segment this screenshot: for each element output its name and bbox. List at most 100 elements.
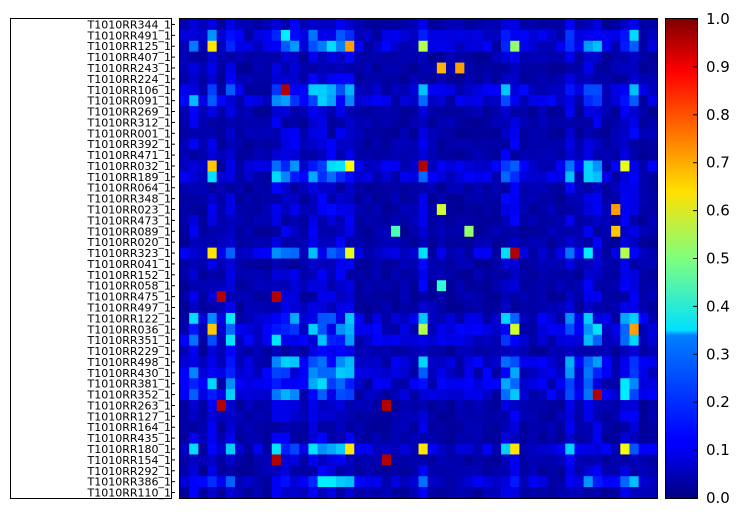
heatmap-cell bbox=[244, 204, 254, 216]
heatmap-cell bbox=[501, 19, 511, 31]
heatmap-cell bbox=[326, 40, 337, 53]
heatmap-cell bbox=[216, 367, 227, 379]
heatmap-cell bbox=[400, 116, 410, 129]
heatmap-cell bbox=[556, 193, 566, 205]
heatmap-cell bbox=[647, 51, 658, 63]
heatmap-cell bbox=[556, 160, 566, 172]
heatmap-cell bbox=[473, 29, 484, 42]
heatmap-cell bbox=[528, 247, 539, 259]
heatmap-cell bbox=[574, 149, 585, 161]
heatmap-cell bbox=[620, 389, 630, 401]
heatmap-cell bbox=[629, 95, 640, 107]
heatmap-cell bbox=[556, 149, 566, 161]
heatmap-cell bbox=[317, 160, 328, 172]
heatmap-cell bbox=[491, 19, 502, 31]
heatmap-cell bbox=[390, 476, 401, 488]
heatmap-cell bbox=[216, 323, 227, 336]
heatmap-cell bbox=[611, 389, 621, 401]
heatmap-cell bbox=[317, 19, 328, 31]
heatmap-cell bbox=[244, 51, 254, 63]
heatmap-cell bbox=[290, 291, 300, 303]
heatmap-cell bbox=[455, 378, 465, 390]
heatmap-cell bbox=[510, 95, 520, 107]
heatmap-cell bbox=[519, 106, 529, 118]
heatmap-cell bbox=[574, 106, 585, 118]
heatmap-cell bbox=[180, 421, 190, 434]
heatmap-cell bbox=[629, 465, 640, 477]
heatmap-cell bbox=[317, 410, 328, 423]
heatmap-cell bbox=[198, 389, 208, 401]
heatmap-cell bbox=[446, 410, 456, 423]
heatmap-cell bbox=[299, 84, 309, 96]
heatmap-cell bbox=[491, 356, 502, 368]
heatmap-cell bbox=[225, 84, 236, 96]
heatmap-cell bbox=[583, 73, 594, 85]
heatmap-cell bbox=[317, 171, 328, 183]
heatmap-cell bbox=[592, 247, 603, 259]
heatmap-cell bbox=[601, 84, 612, 96]
heatmap-cell bbox=[180, 465, 190, 477]
heatmap-cell bbox=[280, 454, 291, 466]
heatmap-cell bbox=[565, 443, 575, 455]
heatmap-cell bbox=[519, 160, 529, 172]
heatmap-cell bbox=[225, 291, 236, 303]
heatmap-cell bbox=[189, 312, 199, 325]
heatmap-cell bbox=[482, 378, 493, 390]
heatmap-cell bbox=[390, 182, 401, 194]
heatmap-cell bbox=[299, 454, 309, 466]
heatmap-cell bbox=[546, 389, 557, 401]
heatmap-cell bbox=[308, 127, 318, 140]
heatmap-cell bbox=[189, 291, 199, 303]
heatmap-cell bbox=[611, 410, 621, 423]
heatmap-cell bbox=[180, 171, 190, 183]
heatmap-cell bbox=[638, 280, 649, 292]
heatmap-cell bbox=[381, 106, 392, 118]
heatmap-cell bbox=[207, 149, 218, 161]
heatmap-cell bbox=[290, 160, 300, 172]
heatmap-cell bbox=[528, 106, 539, 118]
heatmap-cell bbox=[299, 204, 309, 216]
heatmap-cell bbox=[418, 378, 429, 390]
heatmap-cell bbox=[400, 62, 410, 74]
heatmap-cell bbox=[482, 400, 493, 412]
heatmap-cell bbox=[464, 51, 474, 63]
heatmap-cell bbox=[565, 116, 575, 129]
heatmap-cell bbox=[418, 247, 429, 259]
heatmap-cell bbox=[400, 138, 410, 151]
heatmap-cell bbox=[198, 247, 208, 259]
heatmap-cell bbox=[271, 193, 282, 205]
heatmap-cell bbox=[436, 116, 447, 129]
heatmap-cell bbox=[207, 302, 218, 314]
heatmap-cell bbox=[574, 258, 585, 270]
heatmap-cell bbox=[611, 95, 621, 107]
heatmap-cell bbox=[482, 312, 493, 325]
heatmap-cell bbox=[446, 204, 456, 216]
heatmap-cell bbox=[464, 334, 474, 346]
heatmap-cell bbox=[354, 51, 364, 63]
heatmap-cell bbox=[629, 247, 640, 259]
heatmap-cell bbox=[501, 345, 511, 357]
heatmap-cell bbox=[592, 367, 603, 379]
heatmap-cell bbox=[482, 269, 493, 281]
heatmap-cell bbox=[253, 345, 263, 357]
heatmap-cell bbox=[436, 225, 447, 238]
heatmap-cell bbox=[528, 280, 539, 292]
heatmap-cell bbox=[317, 487, 328, 499]
heatmap-cell bbox=[381, 51, 392, 63]
heatmap-cell bbox=[308, 204, 318, 216]
heatmap-cell bbox=[372, 356, 383, 368]
heatmap-cell bbox=[253, 95, 263, 107]
heatmap-cell bbox=[271, 487, 282, 499]
heatmap-cell bbox=[271, 410, 282, 423]
heatmap-cell bbox=[556, 116, 566, 129]
heatmap-cell bbox=[235, 73, 245, 85]
heatmap-cell bbox=[409, 291, 419, 303]
heatmap-cell bbox=[473, 247, 484, 259]
heatmap-cell bbox=[326, 367, 337, 379]
heatmap-cell bbox=[299, 389, 309, 401]
heatmap-cell bbox=[455, 302, 465, 314]
heatmap-cell bbox=[198, 116, 208, 129]
colorbar-tick-label: 0.8 bbox=[706, 106, 730, 124]
heatmap-cell bbox=[565, 378, 575, 390]
heatmap-cell bbox=[427, 312, 438, 325]
